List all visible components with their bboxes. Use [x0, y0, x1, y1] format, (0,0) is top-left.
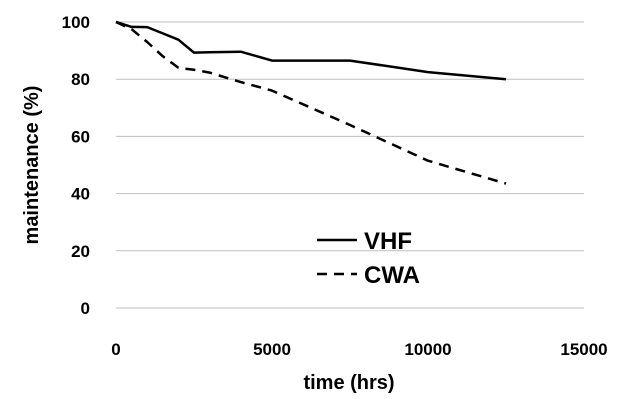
y-tick-label: 20 — [71, 242, 90, 261]
x-tick-label: 0 — [111, 340, 120, 359]
y-tick-label: 40 — [71, 185, 90, 204]
y-tick-labels: 0 20 40 60 80 100 — [62, 13, 90, 318]
x-tick-label: 5000 — [253, 340, 291, 359]
y-tick-label: 60 — [71, 127, 90, 146]
legend-label-vhf: VHF — [364, 228, 412, 255]
x-axis-title: time (hrs) — [303, 372, 394, 394]
series-line-cwa — [115, 20, 507, 185]
series-line-vhf — [115, 20, 507, 81]
x-tick-label: 10000 — [404, 340, 451, 359]
y-tick-label: 80 — [71, 70, 90, 89]
y-tick-label: 0 — [81, 299, 90, 318]
x-tick-label: 15000 — [560, 340, 607, 359]
y-axis-title: maintenance (%) — [21, 86, 43, 245]
legend: VHF CWA — [317, 228, 420, 289]
x-tick-labels: 0 5000 10000 15000 — [111, 340, 607, 359]
gridlines — [116, 21, 584, 309]
legend-label-cwa: CWA — [364, 262, 420, 289]
series-lines — [115, 20, 507, 185]
y-tick-label: 100 — [62, 13, 90, 32]
